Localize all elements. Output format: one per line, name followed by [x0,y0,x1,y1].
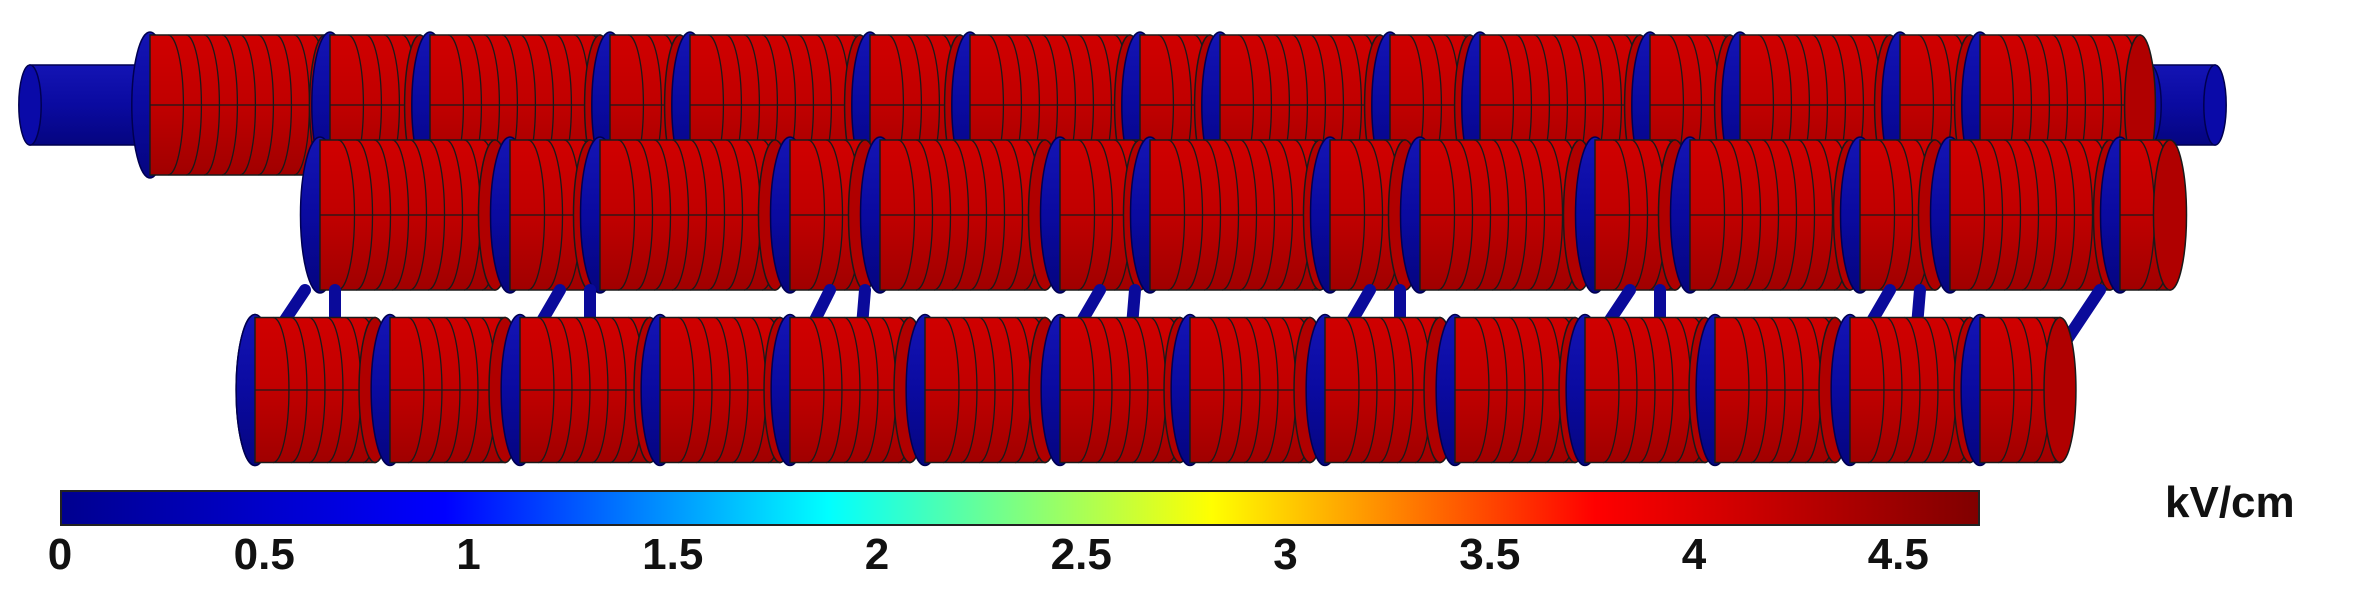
colorbar-unit-label: kV/cm [2165,478,2295,527]
middle-disc-block [879,139,1063,291]
colorbar-tick-label: 1.5 [642,530,704,579]
bottom-disc-block [1979,316,2077,464]
middle-disc-block [1059,139,1158,291]
electrode-array-diagram [18,31,2227,467]
colorbar-tick-label: 3.5 [1459,530,1521,579]
colorbar-tick-label: 3 [1273,530,1298,579]
colorbar-tick-label: 0 [47,530,73,579]
middle-disc-block [319,139,513,291]
colorbar-gradient [60,490,1980,526]
middle-disc-block [2119,139,2188,291]
middle-disc-block [599,139,793,291]
colorbar-tick-label: 4.5 [1867,530,1929,579]
middle-disc-block [1594,139,1693,291]
middle-disc-block [1149,139,1338,291]
colorbar-tick-label: 4 [1681,530,1707,579]
colorbar-tick-label: 0.5 [233,530,295,579]
colorbar-tick-label: 2 [864,530,890,579]
disc-rows [18,31,2227,467]
colorbar-tick-label: 1 [456,530,481,579]
middle-disc-block [1419,139,1598,291]
colorbar-tick-label: 2.5 [1050,530,1112,579]
